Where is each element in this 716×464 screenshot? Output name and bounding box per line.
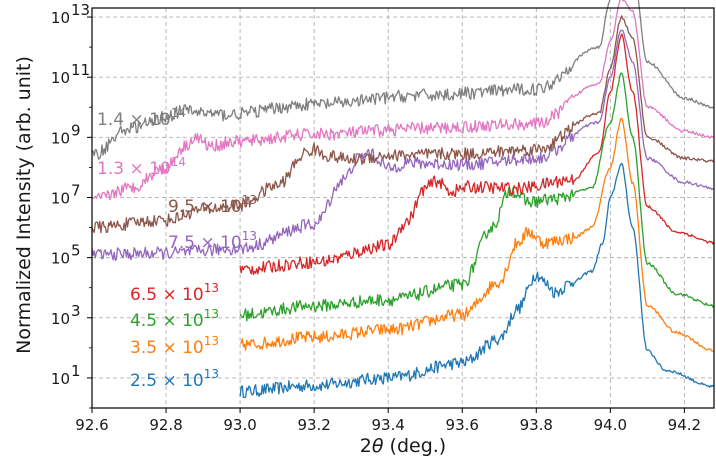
x-tick-label: 93.0	[223, 416, 256, 434]
x-tick-label: 92.6	[75, 416, 108, 434]
series-label: 3.5 × 1013	[130, 334, 219, 358]
y-tick-exponent: 7	[71, 181, 81, 199]
series-label: 1.4 × 1014	[97, 106, 186, 130]
x-tick-label: 93.4	[371, 416, 404, 434]
series-line	[91, 29, 715, 261]
x-tick-label: 92.8	[149, 416, 182, 434]
x-tick-label: 93.2	[297, 416, 330, 434]
y-tick-exponent: 1	[71, 362, 81, 380]
x-axis-ticks: 92.6 92.8 93.0 93.2 93.4 93.6 93.8 94.0 94.2	[75, 408, 701, 434]
series-label: 9.5 × 1013	[168, 193, 257, 217]
y-tick-exponent: 3	[71, 302, 81, 320]
series-line	[239, 72, 715, 322]
series-line	[240, 117, 715, 352]
y-tick-label: 10	[51, 189, 70, 207]
y-tick-label: 10	[51, 250, 70, 268]
series-label: 4.5 × 1013	[130, 307, 219, 331]
series-layer	[91, 0, 715, 399]
y-axis-label: Normalized Intensity (arb. unit)	[13, 56, 35, 354]
x-tick-label: 93.6	[446, 416, 479, 434]
series-line	[91, 0, 715, 201]
y-tick-label: 10	[51, 9, 70, 27]
series-line	[239, 33, 715, 276]
x-axis-label: 2θ (deg.)	[360, 435, 446, 457]
x-tick-label: 93.8	[520, 416, 553, 434]
x-tick-label: 94.0	[594, 416, 627, 434]
y-tick-label: 10	[51, 129, 70, 147]
y-tick-label: 10	[51, 370, 70, 388]
series-label: 7.5 × 1013	[168, 229, 257, 253]
y-tick-label: 10	[51, 69, 70, 87]
series-label: 6.5 × 1013	[130, 281, 219, 305]
series-line	[91, 0, 715, 160]
x-tick-label: 94.2	[668, 416, 701, 434]
series-line	[239, 162, 715, 399]
y-tick-exponent: 11	[71, 61, 90, 79]
y-tick-exponent: 9	[71, 121, 81, 139]
series-label: 1.3 × 1014	[97, 155, 186, 179]
plot-frame	[91, 7, 715, 409]
y-tick-exponent: 5	[71, 242, 81, 260]
series-line	[91, 15, 715, 234]
series-label: 2.5 × 1013	[130, 367, 219, 391]
y-tick-exponent: 13	[71, 1, 90, 19]
y-tick-label: 10	[51, 310, 70, 328]
